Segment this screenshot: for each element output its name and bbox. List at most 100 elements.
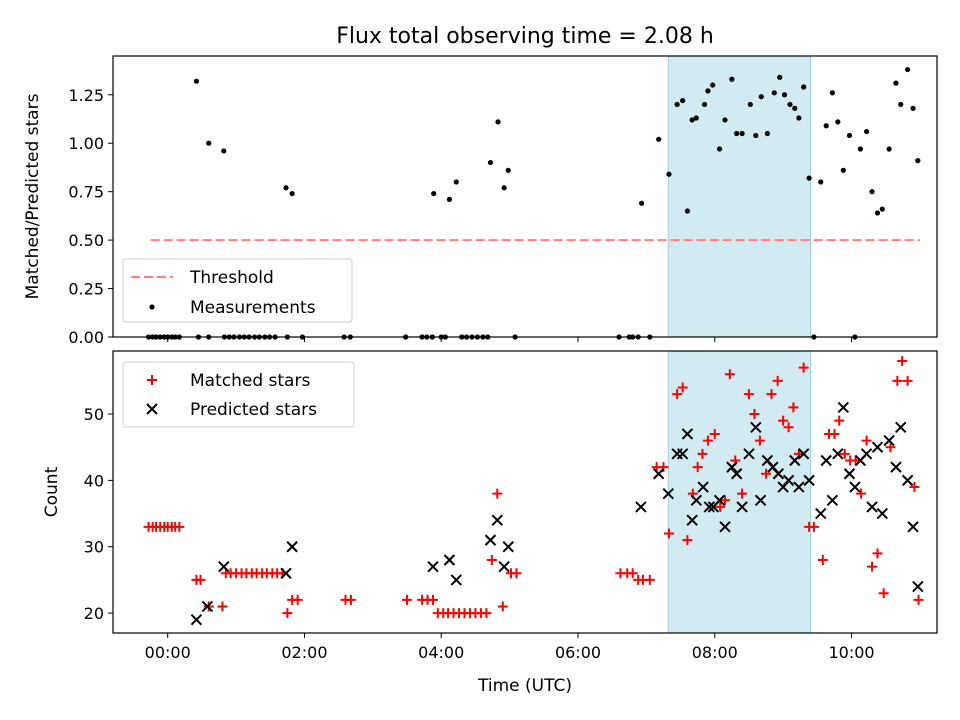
- measurement-point: [689, 117, 695, 123]
- matched-star-point: [817, 555, 828, 566]
- matched-star-point: [743, 389, 754, 400]
- predicted-star-point: [837, 401, 850, 414]
- predicted-star-point: [427, 560, 439, 573]
- matched-star-point: [766, 389, 777, 400]
- matched-star-point: [511, 568, 522, 579]
- predicted-star-point: [890, 461, 902, 473]
- matched-star-point: [778, 415, 789, 426]
- measurement-point: [722, 117, 728, 123]
- bottom-xtick-label: 02:00: [281, 643, 327, 662]
- predicted-star-point: [218, 560, 230, 573]
- bottom-axes-frame: [112, 350, 938, 634]
- measurement-point: [487, 159, 494, 166]
- matched-star-point: [772, 375, 783, 386]
- bottom-xlabel: Time (UTC): [477, 676, 572, 696]
- predicted-star-point: [697, 481, 709, 493]
- measurement-point: [680, 97, 686, 104]
- measurement-point: [898, 101, 904, 108]
- top-legend: Threshold Measurements: [122, 258, 353, 323]
- predicted-star-point: [789, 454, 801, 467]
- measurement-point: [638, 200, 645, 206]
- matched-star-point: [174, 521, 185, 532]
- measurement-point: [863, 128, 870, 135]
- predicted-star-point: [443, 554, 456, 566]
- predicted-star-point: [726, 461, 738, 473]
- bottom-xtick-label: 00:00: [145, 643, 191, 662]
- bottom-legend: Matched stars Predicted stars: [122, 361, 355, 428]
- measurement-point: [874, 210, 881, 216]
- measurement-point: [453, 179, 459, 185]
- measurement-point: [846, 132, 853, 139]
- matched-star-point: [834, 415, 845, 426]
- matched-star-point: [878, 588, 889, 599]
- top-panel: 0.00 0.25 0.50 0.75 1.00 1.25 Matched/Predicte…: [23, 55, 938, 347]
- measurement-point: [753, 132, 759, 139]
- measurement-point: [904, 66, 911, 73]
- predicted-star-point: [502, 541, 514, 553]
- measurement-point: [739, 130, 745, 137]
- top-ylabel: Matched/Predicted stars: [23, 93, 43, 299]
- measurement-point: [764, 130, 771, 137]
- measurement-point: [283, 185, 289, 191]
- predicted-star-point: [820, 454, 832, 467]
- matched-star-point: [715, 501, 726, 512]
- predicted-star-point: [703, 501, 715, 513]
- measurement-point: [893, 80, 899, 86]
- predicted-star-point: [676, 448, 689, 460]
- matched-star-point: [902, 375, 913, 386]
- predicted-star-point: [871, 441, 884, 453]
- predicted-star-point: [686, 514, 698, 526]
- predicted-star-point: [907, 521, 919, 533]
- bottom-ytick-label: 20: [84, 604, 104, 623]
- matched-star-point: [497, 601, 508, 612]
- bottom-xtick-label: 04:00: [418, 643, 464, 662]
- measurement-point: [886, 146, 892, 152]
- measurement-point: [787, 101, 793, 108]
- matched-star-point: [913, 594, 924, 605]
- legend-measurements-label: Measurements: [190, 298, 316, 318]
- predicted-star-point: [498, 560, 510, 573]
- predicted-star-point: [883, 434, 895, 447]
- predicted-star-point: [201, 600, 214, 613]
- measurement-point: [777, 74, 783, 80]
- measurement-point: [829, 90, 835, 96]
- matched-star-point: [627, 568, 638, 579]
- measurement-point: [729, 76, 735, 82]
- measurement-point: [656, 136, 662, 142]
- matched-star-point: [720, 495, 731, 506]
- matched-star-point: [885, 442, 896, 453]
- measurement-point: [840, 167, 846, 173]
- matched-star-point: [754, 435, 765, 446]
- matched-star-point: [783, 422, 794, 433]
- matched-star-point: [486, 555, 497, 566]
- matched-star-point: [195, 574, 206, 585]
- measurement-point: [446, 196, 453, 203]
- matched-star-point: [644, 574, 655, 585]
- matched-star-point: [702, 435, 713, 446]
- matched-star-point: [658, 462, 669, 473]
- bottom-xtick-label: 06:00: [555, 643, 601, 662]
- measurement-point: [823, 123, 829, 129]
- measurement-point: [666, 171, 672, 177]
- measurement-point: [910, 105, 916, 111]
- matched-star-point: [856, 488, 867, 499]
- predicted-star-point: [190, 614, 203, 626]
- matched-star-point: [217, 601, 228, 612]
- measurement-point: [501, 185, 507, 191]
- measurement-point: [796, 115, 802, 121]
- matched-star-point: [345, 594, 356, 605]
- top-ytick-label: 0.00: [68, 328, 104, 347]
- matched-star-point: [292, 594, 303, 605]
- predicted-star-point: [754, 494, 767, 507]
- matched-star-point: [892, 375, 903, 386]
- measurement-point: [710, 82, 716, 88]
- matched-star-point: [672, 389, 683, 400]
- matched-star-point: [663, 528, 674, 539]
- predicted-star-point: [797, 448, 810, 460]
- measurement-point: [693, 115, 699, 121]
- measurement-point: [705, 88, 711, 94]
- measurement-point: [879, 206, 885, 212]
- predicted-star-point: [662, 487, 674, 500]
- matched-star-point: [481, 608, 492, 619]
- measurement-point: [701, 101, 708, 108]
